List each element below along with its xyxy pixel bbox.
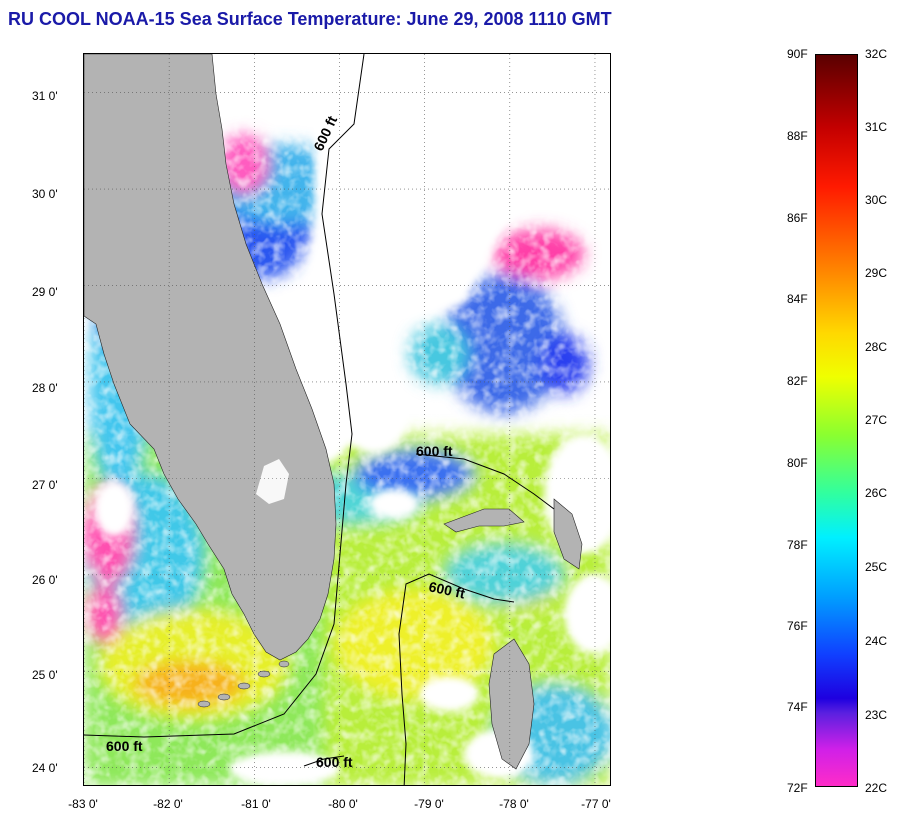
grand-bahama — [443, 508, 525, 533]
lat-tick-29: 29 0' — [32, 285, 58, 299]
colorbar-f-72: 72F — [787, 781, 808, 795]
colorbar-c-26: 26C — [865, 486, 888, 500]
lat-tick-26: 26 0' — [32, 573, 58, 587]
lat-tick-28: 28 0' — [32, 381, 58, 395]
sst-map-canvas: 600 ft 600 ft 600 ft 600 ft 600 ft — [84, 54, 610, 785]
colorbar-c-23: 23C — [865, 708, 888, 722]
colorbar-f-86: 86F — [787, 211, 808, 225]
isobath-600ft — [84, 54, 555, 785]
colorbar-c-31: 31C — [865, 120, 888, 134]
lon-tick-80: -80 0' — [328, 797, 358, 811]
contour-label-east: 600 ft — [427, 578, 466, 601]
colorbar-f-74: 74F — [787, 700, 808, 714]
colorbar-f-76: 76F — [787, 619, 808, 633]
lat-tick-31: 31 0' — [32, 89, 58, 103]
colorbar-f-78: 78F — [787, 538, 808, 552]
lon-tick-81: -81 0' — [241, 797, 271, 811]
lon-tick-83: -83 0' — [68, 797, 98, 811]
lat-tick-25: 25 0' — [32, 668, 58, 682]
lat-tick-24: 24 0' — [32, 761, 58, 775]
colorbar-gradient — [816, 55, 857, 786]
colorbar-c-22: 22C — [865, 781, 888, 795]
lon-tick-77: -77 0' — [581, 797, 611, 811]
lat-tick-30: 30 0' — [32, 187, 58, 201]
colorbar-c-28: 28C — [865, 340, 888, 354]
colorbar-c-25: 25C — [865, 560, 888, 574]
florida-landmass — [84, 54, 337, 661]
sst-map: 600 ft 600 ft 600 ft 600 ft 600 ft — [83, 53, 611, 786]
lake-okeechobee — [256, 459, 289, 504]
lon-tick-82: -82 0' — [153, 797, 183, 811]
colorbar-c-30: 30C — [865, 193, 888, 207]
colorbar-f-82: 82F — [787, 374, 808, 388]
colorbar-f-84: 84F — [787, 292, 808, 306]
colorbar-f-88: 88F — [787, 129, 808, 143]
florida-keys — [197, 660, 290, 708]
temperature-colorbar — [815, 54, 858, 787]
colorbar-f-80: 80F — [787, 456, 808, 470]
contour-label-bahamas: 600 ft — [416, 443, 453, 459]
lat-tick-27: 27 0' — [32, 478, 58, 492]
colorbar-c-32: 32C — [865, 47, 888, 61]
grid-lines — [84, 54, 610, 785]
colorbar-c-29: 29C — [865, 266, 888, 280]
colorbar-c-27: 27C — [865, 413, 888, 427]
lon-tick-79: -79 0' — [414, 797, 444, 811]
abaco-island — [553, 498, 583, 570]
lon-tick-78: -78 0' — [499, 797, 529, 811]
colorbar-f-90: 90F — [787, 47, 808, 61]
map-title: RU COOL NOAA-15 Sea Surface Temperature:… — [8, 9, 612, 29]
contour-label-keys: 600 ft — [316, 754, 353, 770]
contour-label-south: 600 ft — [106, 738, 143, 754]
colorbar-c-24: 24C — [865, 634, 888, 648]
